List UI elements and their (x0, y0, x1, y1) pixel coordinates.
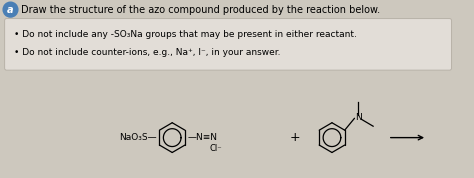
Text: N: N (356, 113, 362, 122)
FancyBboxPatch shape (5, 19, 452, 70)
Text: NaO₃S—: NaO₃S— (119, 133, 156, 142)
Text: • Do not include counter-ions, e.g., Na⁺, I⁻, in your answer.: • Do not include counter-ions, e.g., Na⁺… (14, 48, 281, 57)
Text: Cl⁻: Cl⁻ (210, 144, 222, 153)
Text: • Do not include any -SO₃Na groups that may be present in either reactant.: • Do not include any -SO₃Na groups that … (14, 30, 357, 39)
Text: a: a (7, 5, 14, 15)
Circle shape (3, 2, 18, 17)
Text: +: + (290, 131, 300, 144)
Text: —N≡N: —N≡N (188, 133, 218, 142)
Text: Draw the structure of the azo compound produced by the reaction below.: Draw the structure of the azo compound p… (21, 5, 381, 15)
